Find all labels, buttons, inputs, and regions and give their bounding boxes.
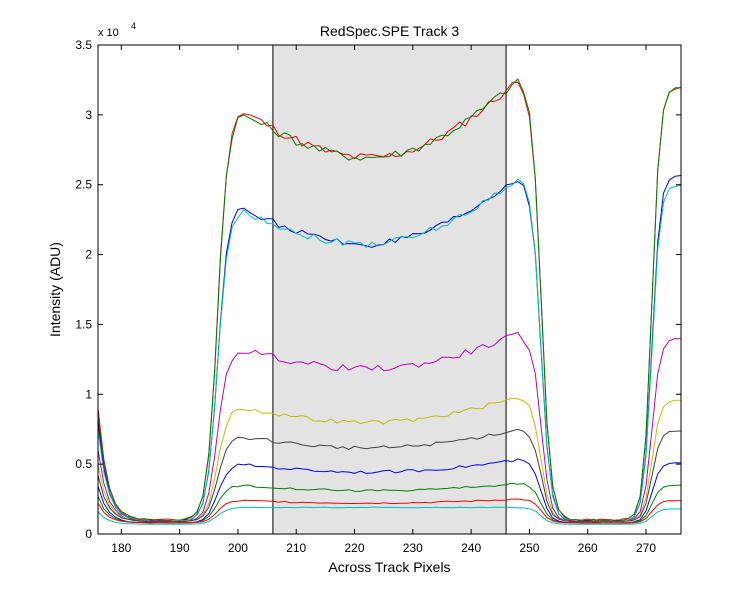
x-tick-label: 230	[403, 541, 423, 555]
x-tick-label: 240	[461, 541, 481, 555]
x-tick-label: 270	[636, 541, 656, 555]
y-tick-label: 2	[85, 248, 92, 262]
series-line	[97, 506, 681, 525]
y-tick-label: 0	[85, 527, 92, 541]
y-exponent-superscript: 4	[131, 21, 136, 31]
series-layer	[97, 78, 682, 525]
y-tick-label: 1	[85, 387, 92, 401]
x-axis-label: Across Track Pixels	[328, 559, 450, 575]
ticks-layer: 180 190 200 210 220 230 240 250 260 270 0 0.5 1 1.5 2 2…	[75, 38, 681, 555]
y-exponent-label: x 10	[98, 27, 119, 39]
x-tick-label: 190	[170, 541, 190, 555]
shaded-region	[272, 45, 507, 534]
x-tick-label: 220	[345, 541, 365, 555]
chart-title: RedSpec.SPE Track 3	[320, 23, 460, 39]
y-axis-label: Intensity (ADU)	[47, 242, 63, 337]
y-tick-label: 2.5	[75, 178, 92, 192]
y-tick-label: 3.5	[75, 38, 92, 52]
x-tick-label: 260	[578, 541, 598, 555]
y-tick-label: 0.5	[75, 457, 92, 471]
x-tick-label: 250	[519, 541, 539, 555]
x-tick-label: 180	[111, 541, 131, 555]
x-tick-label: 210	[286, 541, 306, 555]
plot-frame	[97, 44, 682, 535]
y-tick-label: 1.5	[75, 317, 92, 331]
y-tick-label: 3	[85, 108, 92, 122]
series-line	[97, 428, 682, 523]
x-tick-label: 200	[228, 541, 248, 555]
series-line	[97, 498, 682, 524]
